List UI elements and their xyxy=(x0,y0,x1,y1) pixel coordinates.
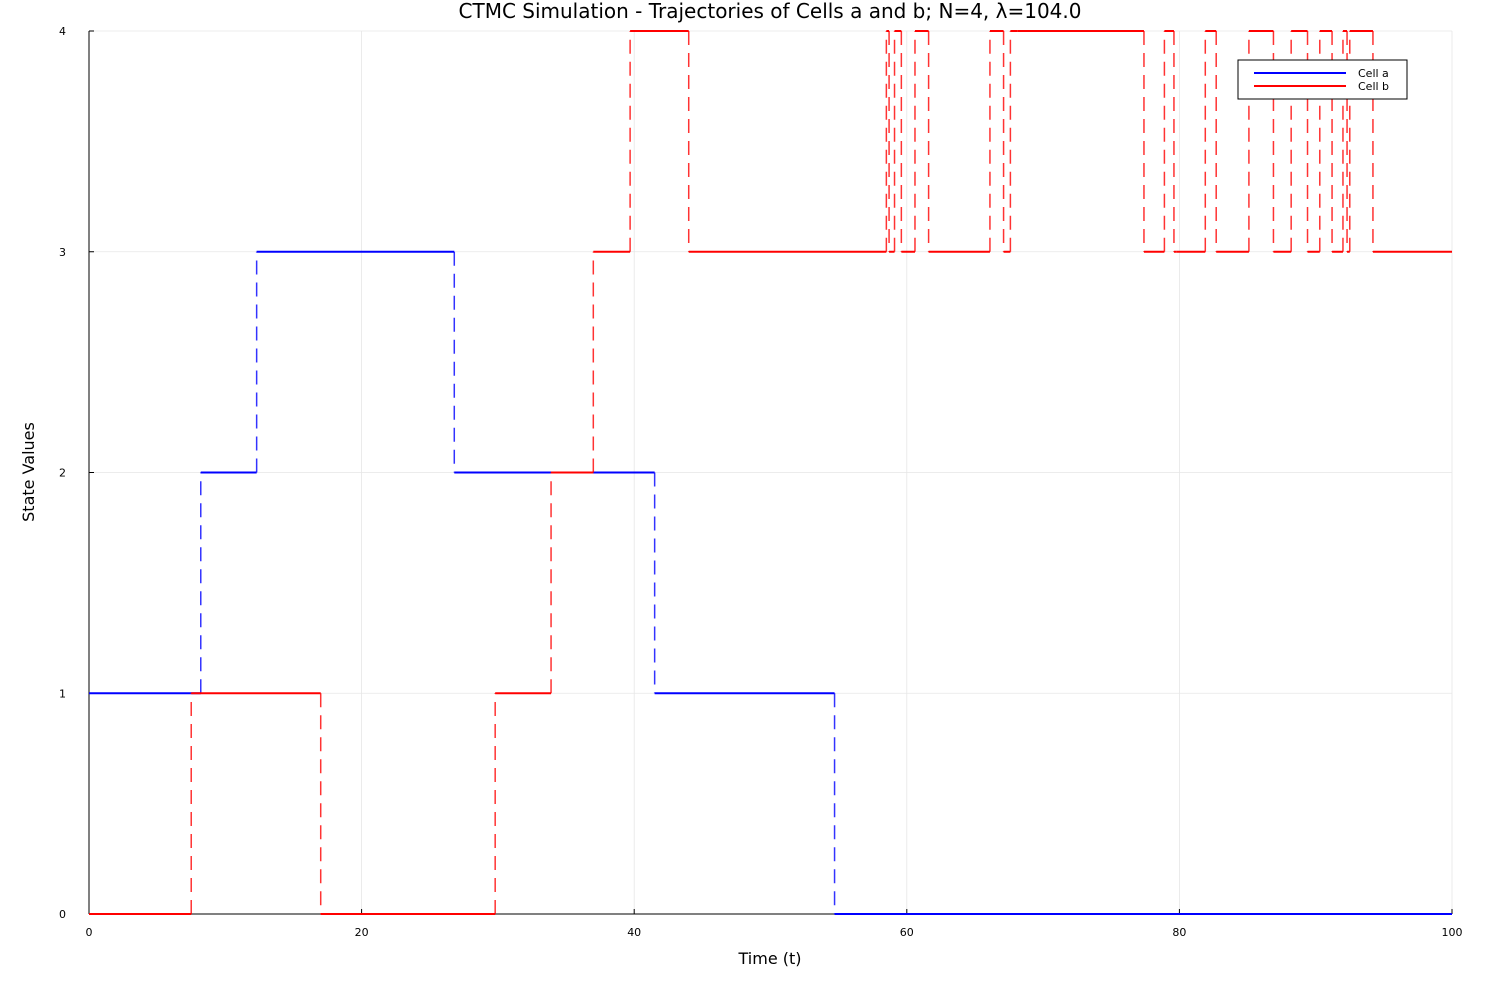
series-cell-b xyxy=(89,30,1452,915)
x-axis-title: Time (t) xyxy=(738,949,802,968)
x-tick-label: 20 xyxy=(355,926,369,939)
ticks-layer: 0 20 40 60 80 100 0 1 2 3 4 xyxy=(59,25,1463,939)
x-tick-label: 0 xyxy=(86,926,93,939)
y-tick-label: 2 xyxy=(59,467,66,480)
series-layer xyxy=(89,30,1452,915)
legend-box xyxy=(1237,59,1408,100)
legend-label-cell-b: Cell b xyxy=(1358,80,1389,93)
grid-layer xyxy=(88,30,1453,915)
x-tick-label: 100 xyxy=(1442,926,1463,939)
x-tick-label: 80 xyxy=(1172,926,1186,939)
y-tick-label: 1 xyxy=(59,687,66,700)
y-tick-label: 3 xyxy=(59,246,66,259)
x-tick-label: 40 xyxy=(627,926,641,939)
series-cell-a xyxy=(89,250,1452,915)
x-tick-label: 60 xyxy=(900,926,914,939)
legend: Cell a Cell b xyxy=(1237,59,1408,100)
legend-label-cell-a: Cell a xyxy=(1358,67,1389,80)
chart-title: CTMC Simulation - Trajectories of Cells … xyxy=(459,0,1082,23)
y-tick-label: 4 xyxy=(59,25,66,38)
y-tick-label: 0 xyxy=(59,908,66,921)
y-axis-title: State Values xyxy=(19,422,38,522)
